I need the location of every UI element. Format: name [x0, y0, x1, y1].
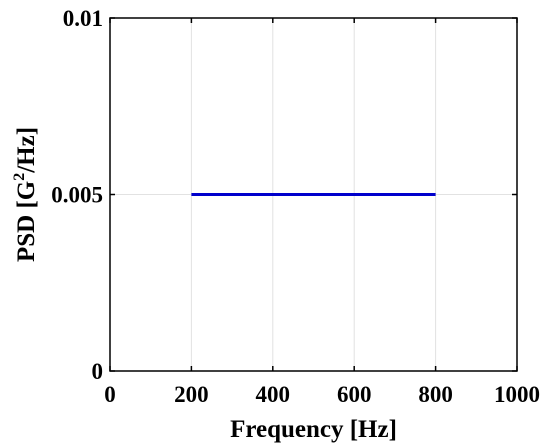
x-axis-label: Frequency [Hz]	[230, 416, 397, 443]
x-tick-label: 1000	[494, 382, 540, 407]
tick-marks	[109, 17, 518, 372]
y-tick-label: 0.01	[63, 6, 103, 31]
x-tick-label: 0	[104, 382, 116, 407]
y-tick-label: 0	[92, 359, 104, 384]
y-axis-label-prefix: PSD [G	[13, 181, 40, 262]
y-axis-label: PSD [G2/Hz]	[11, 127, 40, 262]
x-tick-label: 400	[256, 382, 291, 407]
y-axis-label-superscript: 2	[11, 173, 28, 181]
y-tick-label: 0.005	[51, 183, 103, 208]
y-axis-label-suffix: /Hz]	[13, 127, 40, 174]
x-tick-label: 600	[337, 382, 372, 407]
tick-labels: 0 200 400 600 800 1000 0 0.005 0.01	[51, 6, 540, 407]
x-tick-label: 800	[418, 382, 453, 407]
x-tick-label: 200	[174, 382, 209, 407]
